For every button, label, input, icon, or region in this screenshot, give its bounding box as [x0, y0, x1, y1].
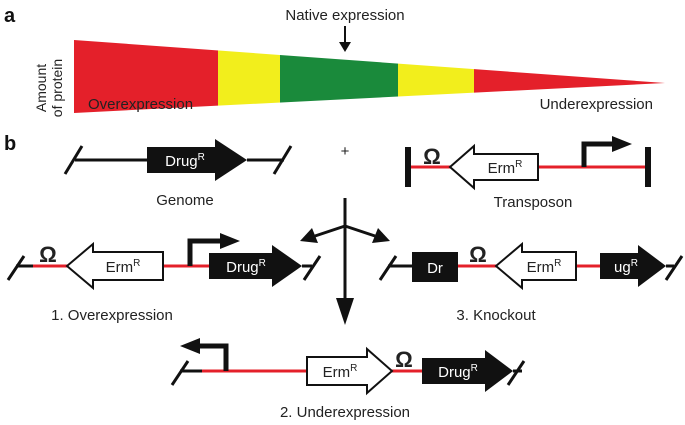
underexpression-drug-gene — [422, 350, 513, 392]
y-axis-label-line1: Amount — [33, 64, 49, 112]
underexpression-drug-label: DrugR — [438, 363, 478, 381]
native-expression-label: Native expression — [285, 7, 404, 24]
overexpression-construct: Ω ErmR DrugR — [6, 233, 322, 291]
transposon-promoter-icon — [581, 136, 632, 167]
underexpression-promoter-icon — [180, 338, 229, 371]
overexpression-erm-gene — [65, 241, 164, 291]
knockout-drug-part1 — [412, 252, 458, 282]
overexpression-promoter-icon — [187, 233, 240, 266]
y-axis-label: Amount of protein — [33, 59, 65, 117]
outcome-arrows-icon — [300, 198, 390, 325]
underexpression-erm-gene — [306, 346, 394, 396]
knockout-erm-label: ErmR — [527, 258, 562, 276]
underexpression-scale-label: Underexpression — [540, 96, 653, 113]
underexpression-erm-label: ErmR — [323, 363, 358, 381]
knockout-construct: Dr Ω ErmR ugR — [378, 241, 684, 291]
underexpression-caption: 2. Underexpression — [280, 404, 410, 421]
transposon-erm-label: ErmR — [488, 159, 523, 177]
knockout-ug-label: ugR — [614, 258, 638, 276]
transposon-terminator-icon: Ω — [423, 144, 441, 169]
knockout-terminator-icon: Ω — [469, 242, 487, 267]
genome-caption: Genome — [156, 192, 214, 209]
genome-drug-label: DrugR — [165, 152, 205, 170]
transposon-caption: Transposon — [494, 194, 573, 211]
panel-a-letter: a — [4, 5, 16, 27]
transposon-erm-gene — [448, 143, 539, 191]
knockout-dr-label: Dr — [427, 260, 443, 277]
underexpression-construct: ErmR Ω DrugR — [170, 338, 526, 396]
overexpression-drug-label: DrugR — [226, 258, 266, 276]
plus-sign: + — [341, 143, 350, 160]
underexpression-terminator-icon: Ω — [395, 347, 413, 372]
knockout-erm-gene — [494, 241, 577, 291]
panel-b-letter: b — [4, 133, 16, 155]
genome-construct: DrugR — [63, 139, 293, 181]
genome-drug-gene — [147, 139, 247, 181]
overexpression-erm-label: ErmR — [106, 258, 141, 276]
overexpression-drug-gene — [209, 245, 302, 287]
native-arrow-icon — [339, 26, 351, 52]
overexpression-caption: 1. Overexpression — [51, 307, 173, 324]
overexpression-scale-label: Overexpression — [88, 96, 193, 113]
knockout-drug-part2 — [600, 245, 666, 287]
knockout-caption: 3. Knockout — [456, 307, 536, 324]
y-axis-label-line2: of protein — [49, 59, 65, 117]
transposon-construct: Ω ErmR — [405, 136, 651, 191]
overexpression-terminator-icon: Ω — [39, 242, 57, 267]
